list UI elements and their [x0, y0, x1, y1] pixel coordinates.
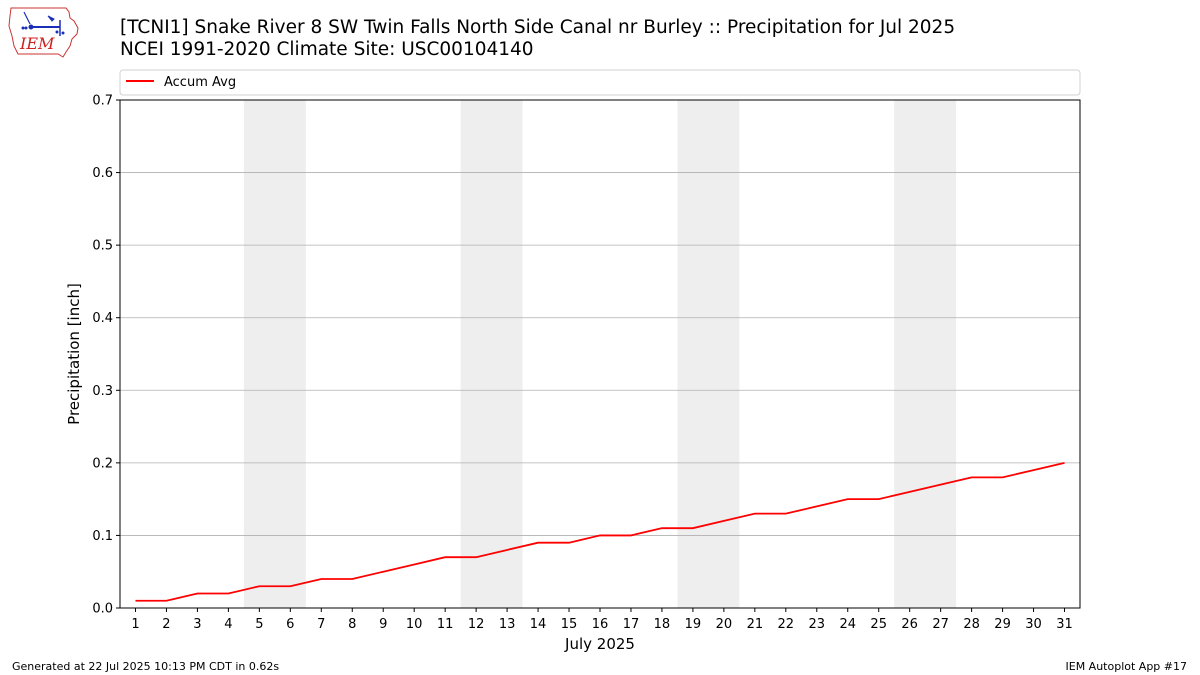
x-tick-label: 11 — [437, 617, 454, 632]
x-tick-label: 22 — [778, 617, 795, 632]
chart-title-line-1: [TCNI1] Snake River 8 SW Twin Falls Nort… — [120, 17, 956, 38]
legend-box — [119, 69, 1081, 96]
x-tick-label: 2 — [162, 617, 170, 632]
legend: Accum Avg — [119, 69, 1081, 96]
iowa-outline-icon — [8, 7, 79, 58]
weekend-band-2 — [460, 100, 523, 608]
y-tick-label: 0.1 — [92, 529, 113, 544]
y-tick-label: 0.2 — [92, 456, 113, 471]
x-tick-label: 10 — [406, 617, 423, 632]
x-tick-label: 16 — [592, 617, 609, 632]
x-tick-label: 15 — [561, 617, 578, 632]
x-tick-label: 18 — [654, 617, 671, 632]
generated-timestamp: Generated at 22 Jul 2025 10:13 PM CDT in… — [12, 660, 280, 673]
x-tick-label: 31 — [1056, 617, 1073, 632]
series-line-accum-avg — [135, 461, 1065, 602]
weekend-bands — [243, 100, 957, 608]
x-tick-label: 24 — [839, 617, 856, 632]
y-tick-label: 0.0 — [92, 602, 113, 617]
chart-title: [TCNI1] Snake River 8 SW Twin Falls Nort… — [120, 17, 955, 61]
x-tick-label: 29 — [994, 617, 1011, 632]
x-tick-label: 9 — [379, 617, 387, 632]
weekend-band-3 — [677, 100, 740, 608]
legend-label-accum-avg: Accum Avg — [164, 75, 236, 90]
x-tick-label: 25 — [870, 617, 887, 632]
app-label: IEM Autoplot App #17 — [1065, 660, 1188, 673]
x-tick-label: 8 — [348, 617, 356, 632]
chart-subtitle: NCEI 1991-2020 Climate Site: USC00104140 — [120, 39, 534, 60]
x-tick-label: 28 — [963, 617, 980, 632]
x-tick-label: 7 — [317, 617, 325, 632]
x-tick-label: 27 — [932, 617, 949, 632]
x-tick-label: 12 — [468, 617, 485, 632]
x-tick-label: 26 — [901, 617, 918, 632]
x-tick-label: 1 — [131, 617, 139, 632]
y-tick-label: 0.7 — [92, 94, 113, 109]
x-tick-label: 30 — [1025, 617, 1042, 632]
x-tick-label: 20 — [716, 617, 733, 632]
weekend-band-1 — [243, 100, 306, 608]
y-axis-ticks: 0.0 0.1 0.2 0.3 0.4 0.5 0.6 0.7 — [92, 94, 120, 617]
iem-logo-text: IEM — [19, 34, 55, 53]
iem-logo: IEM — [8, 7, 79, 58]
y-tick-label: 0.4 — [92, 311, 113, 326]
weather-station-icon — [21, 11, 65, 36]
weekend-band-4 — [894, 100, 957, 608]
x-tick-label: 6 — [286, 617, 294, 632]
x-tick-label: 14 — [530, 617, 547, 632]
x-tick-label: 17 — [623, 617, 640, 632]
y-tick-label: 0.3 — [92, 384, 113, 399]
x-tick-label: 13 — [499, 617, 516, 632]
y-tick-label: 0.6 — [92, 166, 113, 181]
x-axis-label: July 2025 — [564, 635, 635, 653]
x-tick-label: 5 — [255, 617, 263, 632]
x-tick-label: 19 — [685, 617, 702, 632]
x-tick-label: 21 — [747, 617, 764, 632]
x-axis-ticks: 1 2 3 4 5 6 7 8 9 10 11 12 13 14 15 16 17 18 19 20 21 22 23 24 2… — [131, 608, 1073, 632]
y-axis-label: Precipitation [inch] — [65, 283, 83, 425]
y-tick-label: 0.5 — [92, 239, 113, 254]
x-tick-label: 23 — [809, 617, 826, 632]
x-tick-label: 3 — [193, 617, 201, 632]
x-tick-label: 4 — [224, 617, 232, 632]
